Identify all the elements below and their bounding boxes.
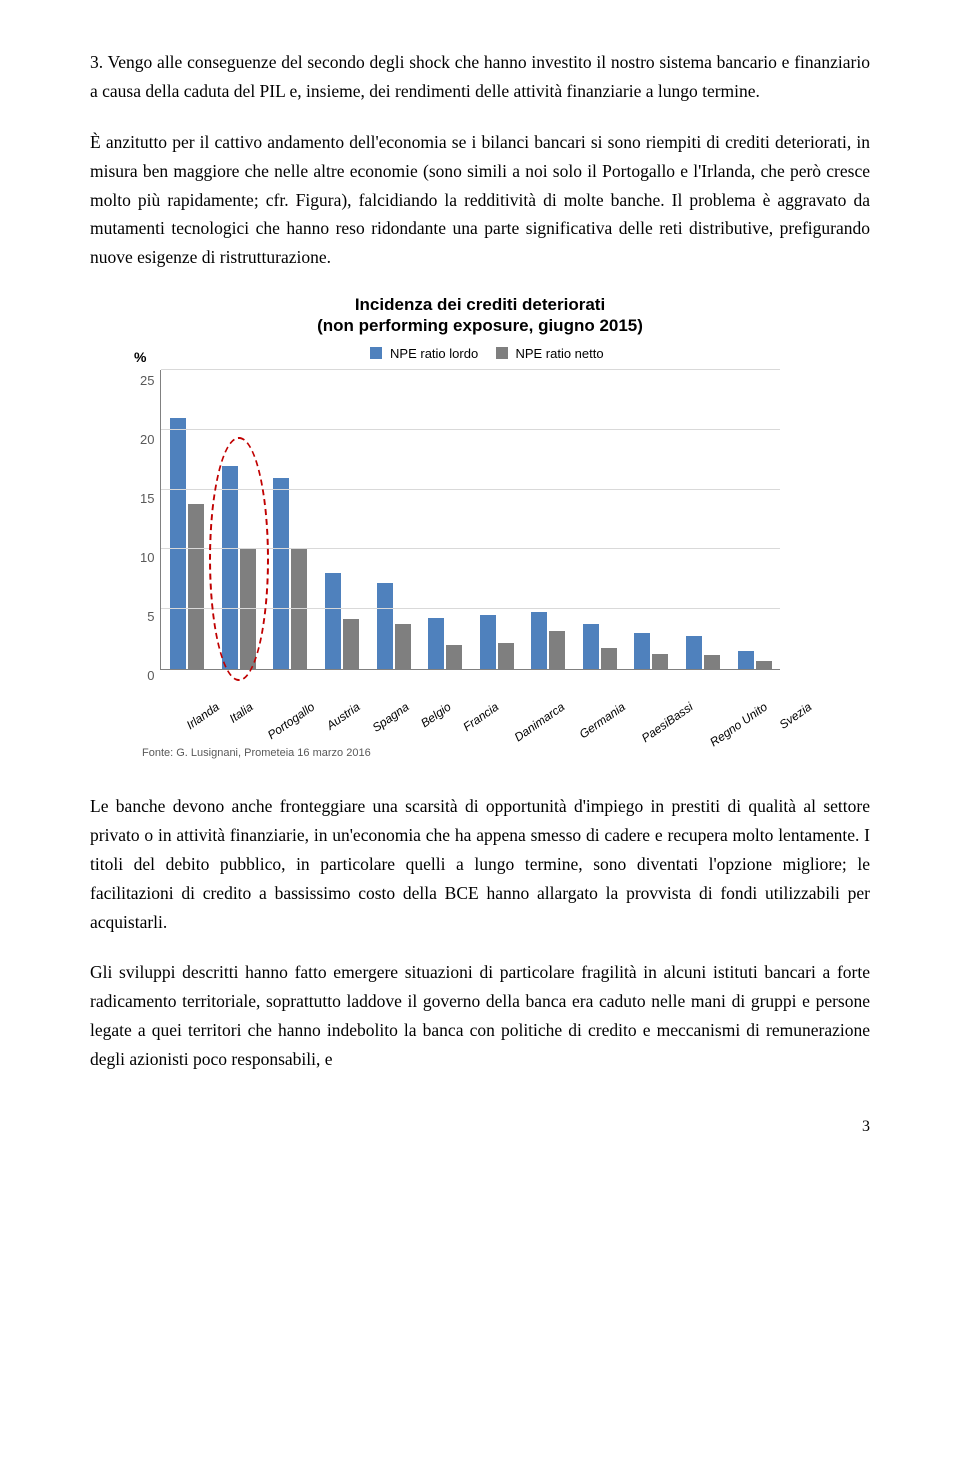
chart-title-line2: (non performing exposure, giugno 2015) [317,316,643,335]
bar-lordo [583,624,599,669]
bar-group [217,370,261,669]
bar-netto [549,631,565,669]
bar-netto [188,504,204,669]
chart-legend: NPE ratio lordo NPE ratio netto [140,343,820,364]
bar-netto [240,549,256,669]
bar-lordo [222,466,238,669]
bar-group [423,370,467,669]
x-tick-label: Germania [576,698,631,744]
paragraph-3: Le banche devono anche fronteggiare una … [90,792,870,936]
bar-group [527,370,571,669]
bar-netto [395,624,411,669]
legend-label-lordo: NPE ratio lordo [390,346,478,361]
paragraph-2: È anzitutto per il cattivo andamento del… [90,128,870,272]
bar-lordo [480,615,496,669]
bar-lordo [428,618,444,669]
chart-title: Incidenza dei crediti deteriorati (non p… [140,294,820,337]
bar-lordo [531,612,547,669]
page-number: 3 [90,1114,870,1140]
gridline [161,429,780,430]
x-tick-label: Austria [323,698,365,736]
bar-group [320,370,364,669]
bar-lordo [377,583,393,669]
x-tick-label: Belgio [417,698,456,733]
paragraph-4: Gli sviluppi descritti hanno fatto emerg… [90,958,870,1074]
paragraph-1: 3. Vengo alle conseguenze del secondo de… [90,48,870,106]
gridline [161,608,780,609]
y-axis-unit: % [134,346,146,369]
bar-group [733,370,777,669]
bar-group [578,370,622,669]
bar-netto [291,549,307,669]
legend-swatch-netto [496,347,508,359]
x-tick-label: Svezia [776,698,817,735]
bar-lordo [686,636,702,669]
bar-group [630,370,674,669]
y-axis-labels: % 2520151050 [140,370,160,686]
x-tick-label: Francia [459,698,503,737]
bar-group [475,370,519,669]
x-tick-label: Portogallo [264,698,320,745]
bar-netto [652,654,668,670]
x-tick-label: Irlanda [183,698,224,735]
x-tick-label: Danimarca [511,698,570,748]
x-tick-label: Italia [225,698,257,729]
chart-plot-area [160,370,780,670]
bar-lordo [325,573,341,669]
bar-lordo [634,633,650,669]
bar-netto [601,648,617,670]
y-tick-label: 10 [140,547,154,568]
bar-netto [704,655,720,669]
bar-group [372,370,416,669]
bar-lordo [273,478,289,669]
bar-lordo [738,651,754,669]
x-axis-labels: IrlandaItaliaPortogalloAustriaSpagnaBelg… [140,690,788,710]
legend-swatch-lordo [370,347,382,359]
bar-netto [756,661,772,669]
gridline [161,489,780,490]
bar-netto [498,643,514,669]
bars-container [161,370,780,669]
bar-netto [446,645,462,669]
x-tick-label: PaesiBassi [638,698,698,748]
gridline [161,369,780,370]
bar-netto [343,619,359,669]
y-tick-label: 15 [140,488,154,509]
bar-group [681,370,725,669]
chart-container: Incidenza dei crediti deteriorati (non p… [140,294,820,762]
bar-group [269,370,313,669]
y-tick-label: 5 [147,606,154,627]
bar-group [165,370,209,669]
bar-lordo [170,418,186,669]
y-tick-label: 20 [140,429,154,450]
legend-label-netto: NPE ratio netto [515,346,603,361]
y-tick-label: 25 [140,370,154,391]
gridline [161,548,780,549]
chart-title-line1: Incidenza dei crediti deteriorati [355,295,605,314]
y-tick-label: 0 [147,665,154,686]
x-tick-label: Spagna [369,698,414,738]
